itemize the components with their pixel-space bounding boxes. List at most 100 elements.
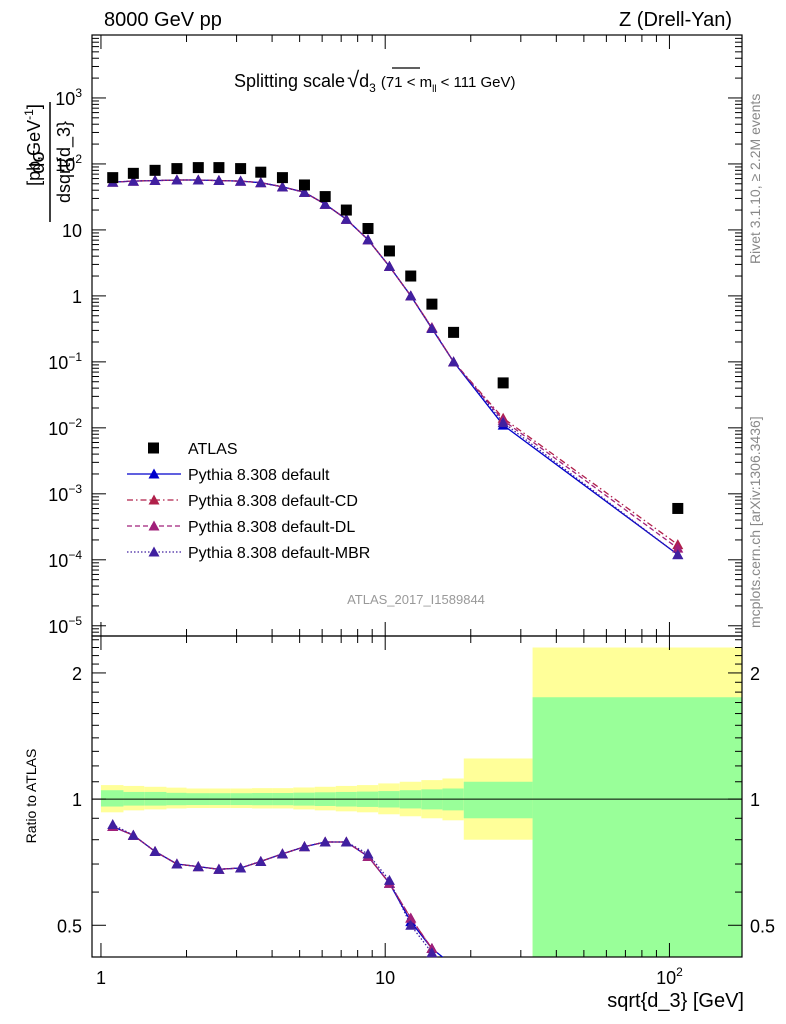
- ylabel-units-close: ]: [24, 104, 44, 109]
- ratio-marker-mbr: [127, 829, 139, 840]
- y-tick-label-base: 1: [72, 287, 82, 307]
- legend-label-default: Pythia 8.308 default: [188, 467, 330, 484]
- ylabel-units-text: [pb,GeV: [24, 120, 44, 186]
- y-tick-label-exp: −1: [68, 350, 82, 364]
- ylabel-top: dσ dsqrt{d_3}: [27, 102, 75, 222]
- y-tick-label: 10: [62, 221, 82, 241]
- marker-mbr: [192, 174, 204, 185]
- data-point: [107, 172, 119, 184]
- band-green: [100, 790, 124, 807]
- legend-marker-mbr: [148, 546, 160, 557]
- plot-title-var: d: [359, 71, 369, 91]
- watermark: ATLAS_2017_I1589844: [347, 592, 485, 607]
- legend-marker-cd: [148, 494, 160, 505]
- data-point: [426, 298, 438, 310]
- marker-mbr: [149, 175, 161, 186]
- legend-marker-default: [148, 468, 160, 479]
- legend-label-mbr: Pythia 8.308 default-MBR: [188, 545, 370, 562]
- data-point: [235, 163, 247, 175]
- data-point: [362, 223, 374, 235]
- legend-label-data: ATLAS: [188, 441, 238, 458]
- marker-mbr: [298, 186, 310, 197]
- ratio-marker-mbr: [149, 845, 161, 856]
- ratio-frame: [91, 635, 743, 958]
- ratio-marker-mbr: [383, 874, 395, 885]
- mcplots-label: mcplots.cern.ch [arXiv:1306.3436]: [747, 416, 763, 628]
- data-point: [298, 179, 310, 191]
- ratio-marker-mbr: [213, 863, 225, 874]
- plot-title-range-close: < 111 GeV): [441, 74, 516, 91]
- y-tick-label: 1: [72, 287, 82, 307]
- ratio-line-mbr: [112, 823, 433, 954]
- ylabel-denominator: dsqrt{d_3}: [54, 121, 75, 203]
- data-point: [340, 204, 352, 216]
- band-green: [463, 781, 533, 819]
- data-point: [127, 167, 139, 179]
- y-tick-label: 10−1: [48, 350, 82, 373]
- ratio-marker-mbr: [171, 858, 183, 869]
- y-tick-label-exp: 3: [75, 86, 82, 100]
- x-tick-label-exp: 2: [676, 965, 683, 979]
- ratio-marker-mbr: [362, 848, 374, 859]
- y-tick-label-base: 10: [48, 485, 68, 505]
- marker-mbr: [171, 174, 183, 185]
- data-point: [319, 191, 331, 203]
- ylabel-numerator: dσ: [27, 150, 49, 174]
- marker-mbr: [127, 175, 139, 186]
- ratio-line-cd: [112, 826, 433, 949]
- data-point: [255, 166, 267, 178]
- plot-title-sqrt: √: [347, 67, 360, 92]
- header-left: 8000 GeV pp: [104, 9, 222, 31]
- legend-label-cd: Pythia 8.308 default-CD: [188, 493, 358, 510]
- ratio-line-default: [112, 826, 444, 957]
- ratio-marker-mbr: [426, 947, 438, 958]
- marker-mbr: [213, 175, 225, 186]
- plot-title-var-sub: 3: [369, 81, 376, 95]
- marker-dl: [672, 542, 684, 553]
- ratio-marker-mbr: [298, 841, 310, 852]
- ratio-marker-mbr: [255, 855, 267, 866]
- legend: ATLAS Pythia 8.308 default Pythia 8.308 de…: [127, 441, 370, 562]
- marker-mbr: [255, 177, 267, 188]
- x-tick-label-base: 10: [375, 968, 395, 988]
- ratio-y-tick-label-right: 2: [750, 664, 760, 684]
- x-tick-label: 1: [96, 968, 106, 988]
- y-tick-label-base: 10: [55, 89, 75, 109]
- y-tick-label: 10−3: [48, 482, 82, 505]
- y-tick-label-exp: −5: [68, 614, 82, 628]
- rivet-label: Rivet 3.1.10, ≥ 2.2M events: [747, 94, 763, 264]
- marker-mbr: [362, 234, 374, 245]
- data-point: [448, 326, 460, 338]
- y-tick-label-exp: −4: [68, 548, 82, 562]
- marker-mbr: [383, 260, 395, 271]
- header-right: Z (Drell-Yan): [619, 9, 732, 31]
- data-point: [405, 270, 417, 282]
- marker-mbr: [672, 549, 684, 560]
- marker-mbr: [448, 356, 460, 367]
- y-tick-label-base: 10: [62, 221, 82, 241]
- y-tick-label: 10−4: [48, 548, 82, 571]
- data-point: [171, 163, 183, 175]
- data-point: [192, 162, 204, 174]
- data-point: [672, 502, 684, 514]
- marker-mbr: [426, 323, 438, 334]
- plot-title-range-open: (71 < m: [381, 74, 432, 91]
- y-tick-label: 10−5: [48, 614, 82, 637]
- y-tick-label-base: 10: [48, 617, 68, 637]
- legend-marker-data: [148, 442, 159, 454]
- marker-mbr: [319, 198, 331, 209]
- band-green: [532, 697, 742, 957]
- data-point: [213, 162, 225, 174]
- ratio-marker-mbr: [192, 861, 204, 872]
- y-tick-label-base: 10: [48, 551, 68, 571]
- ratio-marker-mbr: [340, 836, 352, 847]
- plot-title: Splitting scale√d3 (71 < mll < 111 GeV): [234, 67, 515, 95]
- x-tick-label-base: 1: [96, 968, 106, 988]
- legend-marker-dl: [148, 520, 160, 531]
- y-tick-label-exp: 2: [75, 152, 82, 166]
- x-tick-label: 10: [375, 968, 395, 988]
- plot-title-main: Splitting scale: [234, 71, 345, 91]
